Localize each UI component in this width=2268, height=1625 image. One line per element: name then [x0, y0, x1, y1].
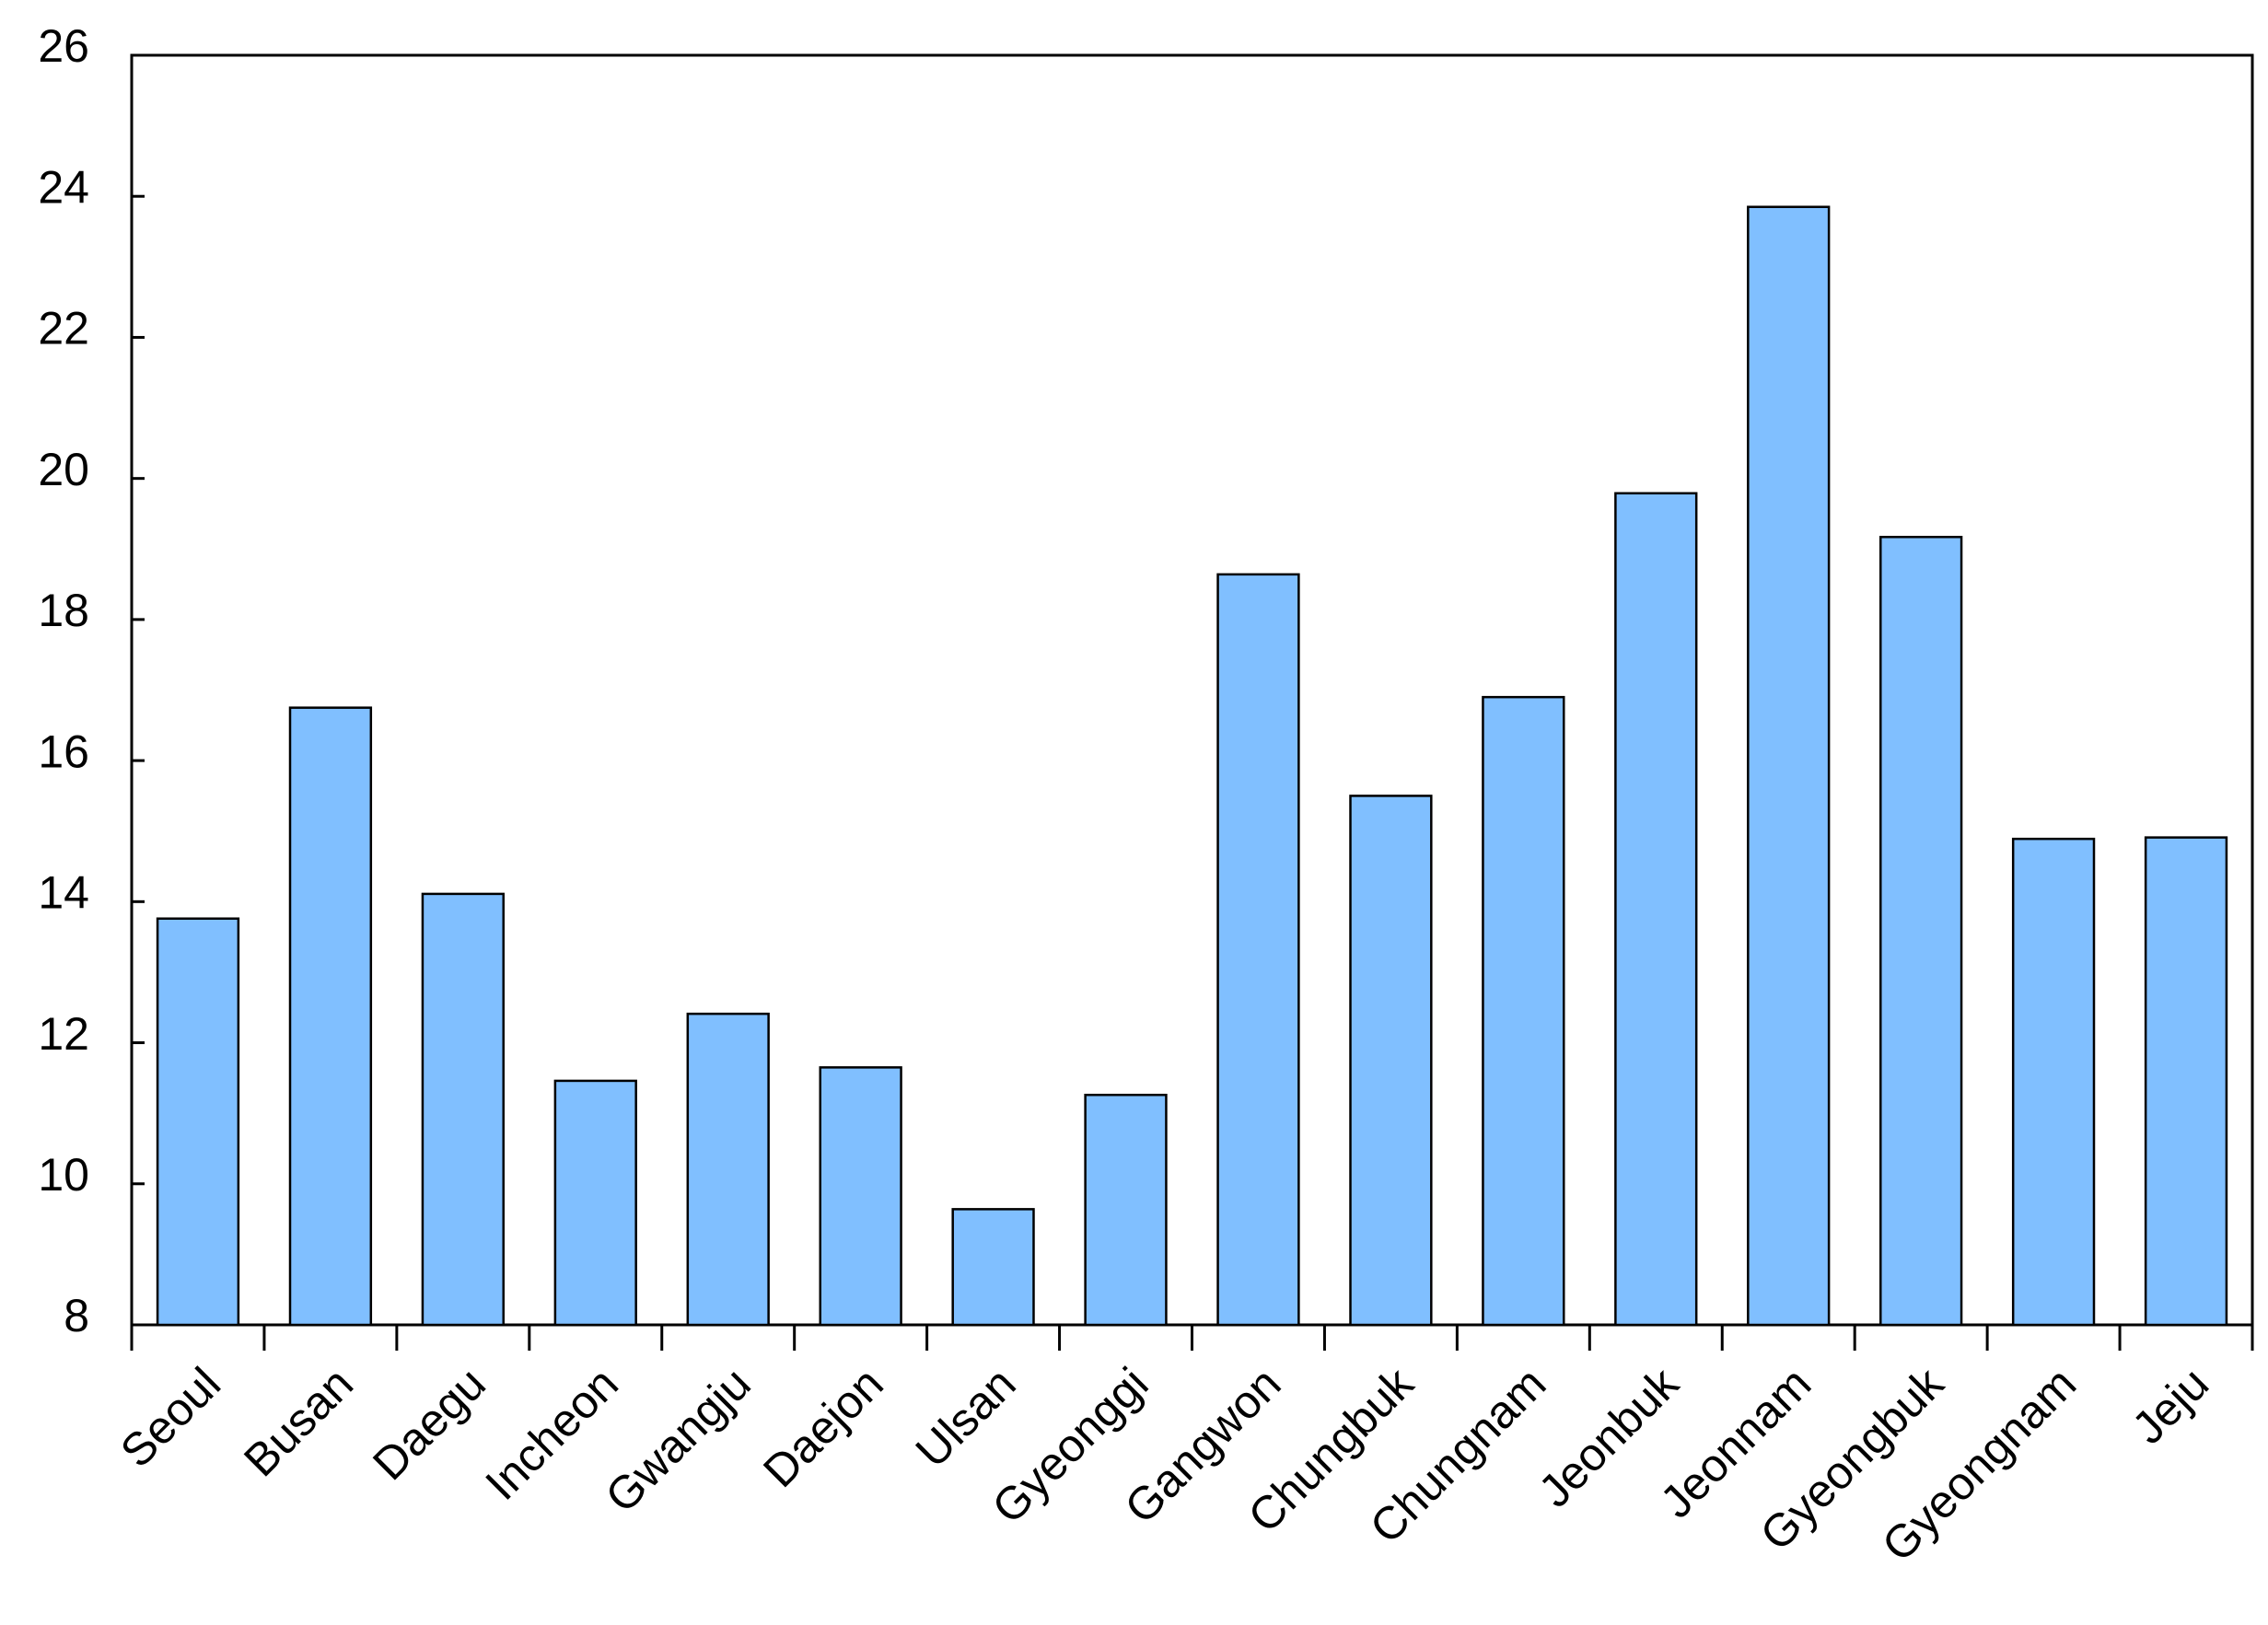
bar	[156, 917, 240, 1327]
y-tick-label: 20	[38, 444, 89, 495]
y-tick-label: 26	[38, 20, 89, 72]
bar	[1216, 573, 1300, 1327]
bar	[421, 892, 505, 1327]
y-tick-label: 16	[38, 725, 89, 777]
x-tick-label: Seoul	[110, 1358, 230, 1478]
x-tick-label: Jeju	[2123, 1358, 2218, 1454]
y-tick-label: 12	[38, 1008, 89, 1060]
bar	[819, 1066, 902, 1327]
x-tick-label: Daejon	[753, 1358, 893, 1498]
y-tick-label: 10	[38, 1149, 89, 1201]
bar	[951, 1208, 1035, 1327]
x-tick-label: Daegu	[363, 1358, 495, 1491]
y-tick-label: 14	[38, 867, 89, 919]
bar	[1482, 695, 1565, 1327]
bar	[553, 1079, 637, 1327]
x-tick-label: Busan	[234, 1358, 363, 1487]
bar	[288, 706, 373, 1327]
bar	[2011, 837, 2096, 1327]
bar	[1747, 205, 1831, 1327]
y-tick-label: 24	[38, 161, 89, 213]
y-tick-label: 8	[64, 1290, 89, 1341]
bar	[1614, 492, 1698, 1327]
bar	[1349, 795, 1433, 1327]
y-tick-label: 22	[38, 303, 89, 354]
x-tick-label: Gwangju	[596, 1358, 761, 1523]
bar	[1879, 536, 1963, 1327]
bar	[2144, 836, 2228, 1327]
bar	[686, 1012, 770, 1327]
x-tick-label: Ulsan	[906, 1358, 1026, 1478]
y-tick-label: 18	[38, 585, 89, 636]
bar	[1084, 1093, 1168, 1327]
